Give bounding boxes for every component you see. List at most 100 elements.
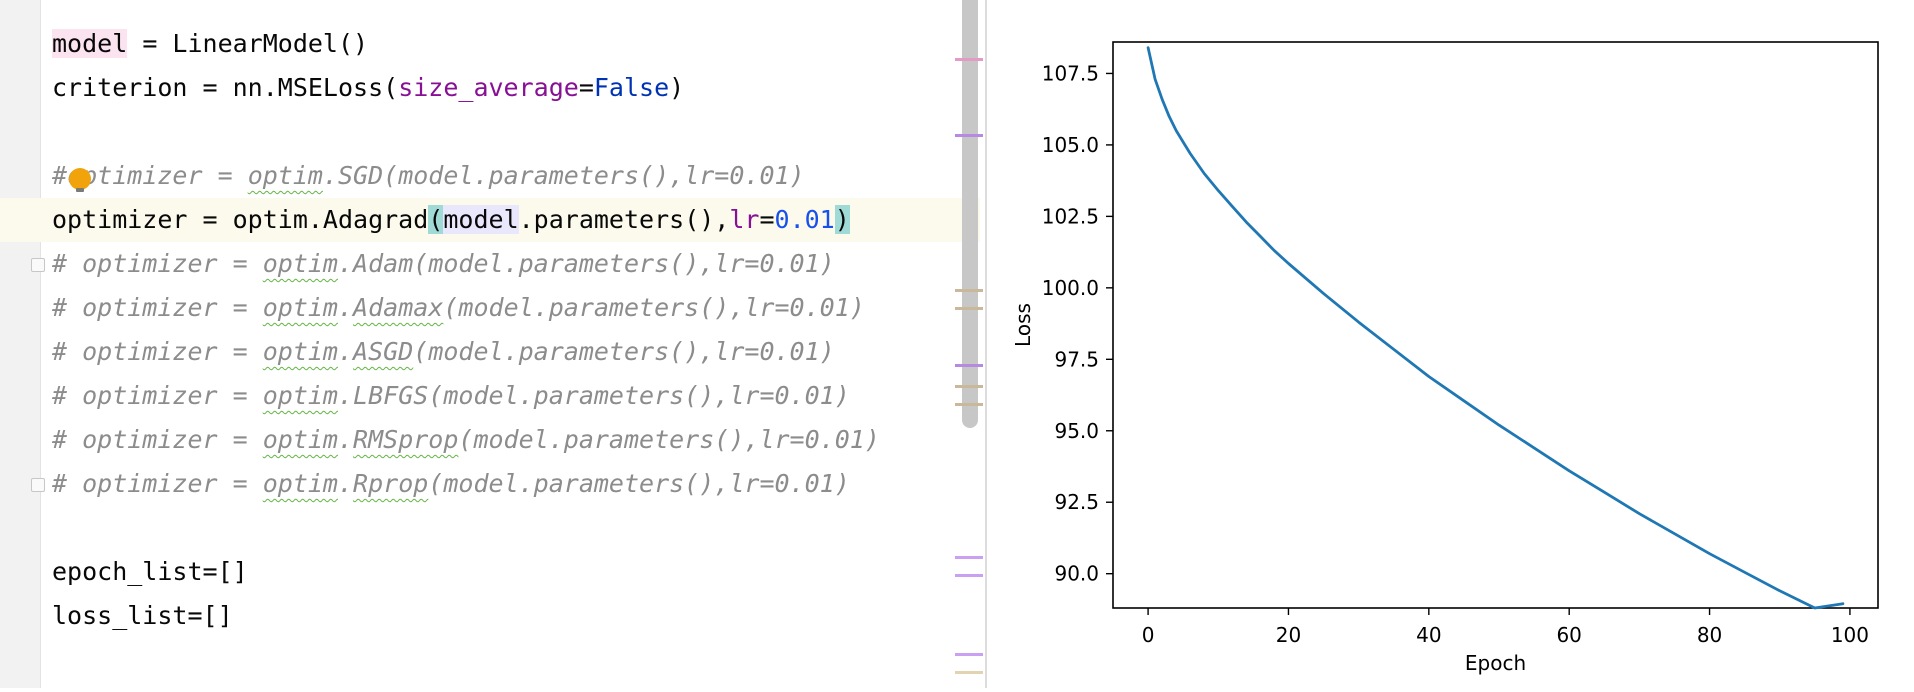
code-line-7[interactable]: # optimizer = optim.Adamax(model.paramet…: [52, 286, 865, 330]
code-token: (model.parameters(),lr=0.01): [443, 293, 865, 322]
code-token: (: [428, 205, 444, 234]
code-token: 0.01: [774, 205, 835, 234]
code-token: optim: [262, 293, 338, 322]
code-token: (model.parameters(),lr=0.01): [413, 337, 835, 366]
error-stripe-mark[interactable]: [955, 307, 983, 310]
error-stripe-mark[interactable]: [955, 134, 983, 137]
code-token: =: [759, 205, 775, 234]
editor-gutter[interactable]: [0, 0, 41, 688]
y-tick-label: 102.5: [1042, 204, 1099, 228]
x-axis-label: Epoch: [1465, 651, 1526, 675]
y-axis-label: Loss: [1011, 303, 1035, 347]
loss-series-line: [1146, 46, 1845, 610]
code-token: # optimizer =: [52, 425, 263, 454]
code-line-14[interactable]: loss_list=[]: [52, 594, 233, 638]
loss-chart: 0 20 40 60 80 100 90.0 92.5 95.0 97.5 100.0 102.5 10…: [1011, 41, 1879, 675]
fold-start-icon[interactable]: [31, 258, 45, 272]
code-token: # optimizer =: [52, 293, 263, 322]
code-token: optim: [262, 425, 338, 454]
code-line-8[interactable]: # optimizer = optim.ASGD(model.parameter…: [52, 330, 835, 374]
code-token: RMSprop: [353, 425, 459, 454]
code-token: # optimizer =: [52, 469, 263, 498]
y-tick-label: 100.0: [1042, 276, 1099, 300]
code-token: optim: [262, 249, 338, 278]
code-token: .SGD(model.parameters(),lr=0.01): [322, 161, 805, 190]
code-token: .parameters(),: [518, 205, 730, 234]
code-token: =[]: [187, 601, 233, 630]
code-line-13[interactable]: epoch_list=[]: [52, 550, 248, 594]
code-token: ASGD: [353, 337, 414, 366]
plot-panel: 0 20 40 60 80 100 90.0 92.5 95.0 97.5 100.0 102.5 10…: [990, 0, 1914, 688]
panel-divider[interactable]: [985, 0, 987, 688]
code-token: Adamax: [353, 293, 444, 322]
fold-end-icon[interactable]: [31, 478, 45, 492]
error-stripe-mark[interactable]: [955, 671, 983, 674]
code-line-11[interactable]: # optimizer = optim.Rprop(model.paramete…: [52, 462, 850, 506]
code-token: .: [337, 337, 354, 366]
error-stripe-mark[interactable]: [955, 574, 983, 577]
code-token: .: [337, 469, 354, 498]
code-token: Adam: [353, 249, 414, 278]
code-token: = LinearModel(): [127, 29, 369, 58]
x-tick-label: 80: [1697, 623, 1722, 647]
code-token: (model.parameters(),lr=0.01): [428, 469, 850, 498]
code-line-5[interactable]: optimizer = optim.Adagrad(model.paramete…: [52, 198, 850, 242]
vertical-scrollbar-thumb[interactable]: [962, 0, 978, 428]
code-token: optimizer =: [67, 161, 248, 190]
error-stripe-mark[interactable]: [955, 653, 983, 656]
error-stripe-mark[interactable]: [955, 364, 983, 367]
code-line-9[interactable]: # optimizer = optim.LBFGS(model.paramete…: [52, 374, 850, 418]
code-line-1[interactable]: model = LinearModel(): [52, 22, 368, 66]
x-tick-label: 100: [1831, 623, 1869, 647]
code-token: lr: [729, 205, 760, 234]
code-token: model: [443, 205, 519, 234]
code-token: optim: [262, 469, 338, 498]
y-tick-label: 90.0: [1054, 562, 1099, 586]
code-token: (model.parameters(),lr=0.01): [413, 249, 835, 278]
plot-frame: [1112, 41, 1879, 609]
y-tick-label: 97.5: [1054, 347, 1099, 371]
y-tick-label: 107.5: [1042, 61, 1099, 85]
code-token: LBFGS: [353, 381, 429, 410]
y-tick-label: 105.0: [1042, 133, 1099, 157]
code-token: optimizer = optim.Adagrad: [52, 205, 429, 234]
code-line-10[interactable]: # optimizer = optim.RMSprop(model.parame…: [52, 418, 880, 462]
code-token: .: [337, 425, 354, 454]
code-line-4[interactable]: #optimizer = optim.SGD(model.parameters(…: [52, 154, 805, 198]
error-stripe-mark[interactable]: [955, 403, 983, 406]
code-token: #: [52, 161, 68, 190]
code-token: ): [669, 73, 685, 102]
error-stripe-mark[interactable]: [955, 385, 983, 388]
code-token: optim: [247, 161, 323, 190]
lightbulb-icon[interactable]: [69, 168, 91, 192]
x-tick-label: 40: [1416, 623, 1441, 647]
code-token: False: [593, 73, 670, 102]
code-line-2[interactable]: criterion = nn.MSELoss(size_average=Fals…: [52, 66, 684, 110]
code-token: epoch_list: [52, 557, 203, 586]
code-token: ): [834, 205, 850, 234]
error-stripe-mark[interactable]: [955, 289, 983, 292]
code-line-6[interactable]: # optimizer = optim.Adam(model.parameter…: [52, 242, 835, 286]
code-token: # optimizer =: [52, 381, 263, 410]
error-stripe-mark[interactable]: [955, 58, 983, 61]
code-token: model: [52, 29, 128, 58]
code-token: =: [578, 73, 594, 102]
error-stripe-mark[interactable]: [955, 556, 983, 559]
code-token: optim: [262, 381, 338, 410]
code-token: # optimizer =: [52, 337, 263, 366]
code-token: Rprop: [353, 469, 429, 498]
code-editor[interactable]: model = LinearModel() criterion = nn.MSE…: [0, 0, 986, 688]
code-token: loss_list: [52, 601, 188, 630]
code-token: (model.parameters(),lr=0.01): [458, 425, 880, 454]
y-tick-label: 95.0: [1054, 419, 1099, 443]
code-token: size_average: [398, 73, 579, 102]
x-tick-label: 0: [1142, 623, 1155, 647]
code-token: criterion = nn.MSELoss(: [52, 73, 399, 102]
y-tick-label: 92.5: [1054, 490, 1099, 514]
code-token: =[]: [202, 557, 248, 586]
code-token: (model.parameters(),lr=0.01): [428, 381, 850, 410]
code-token: .: [337, 249, 354, 278]
code-token: optim: [262, 337, 338, 366]
x-tick-label: 60: [1556, 623, 1581, 647]
code-token: # optimizer =: [52, 249, 263, 278]
